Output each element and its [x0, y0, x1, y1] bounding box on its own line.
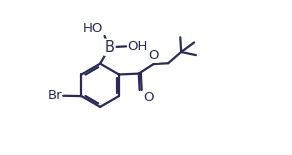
- Text: Br: Br: [48, 89, 62, 102]
- Text: HO: HO: [83, 22, 104, 35]
- Text: O: O: [148, 49, 159, 62]
- Text: OH: OH: [127, 40, 147, 53]
- Text: B: B: [105, 40, 115, 55]
- Text: O: O: [143, 91, 153, 104]
